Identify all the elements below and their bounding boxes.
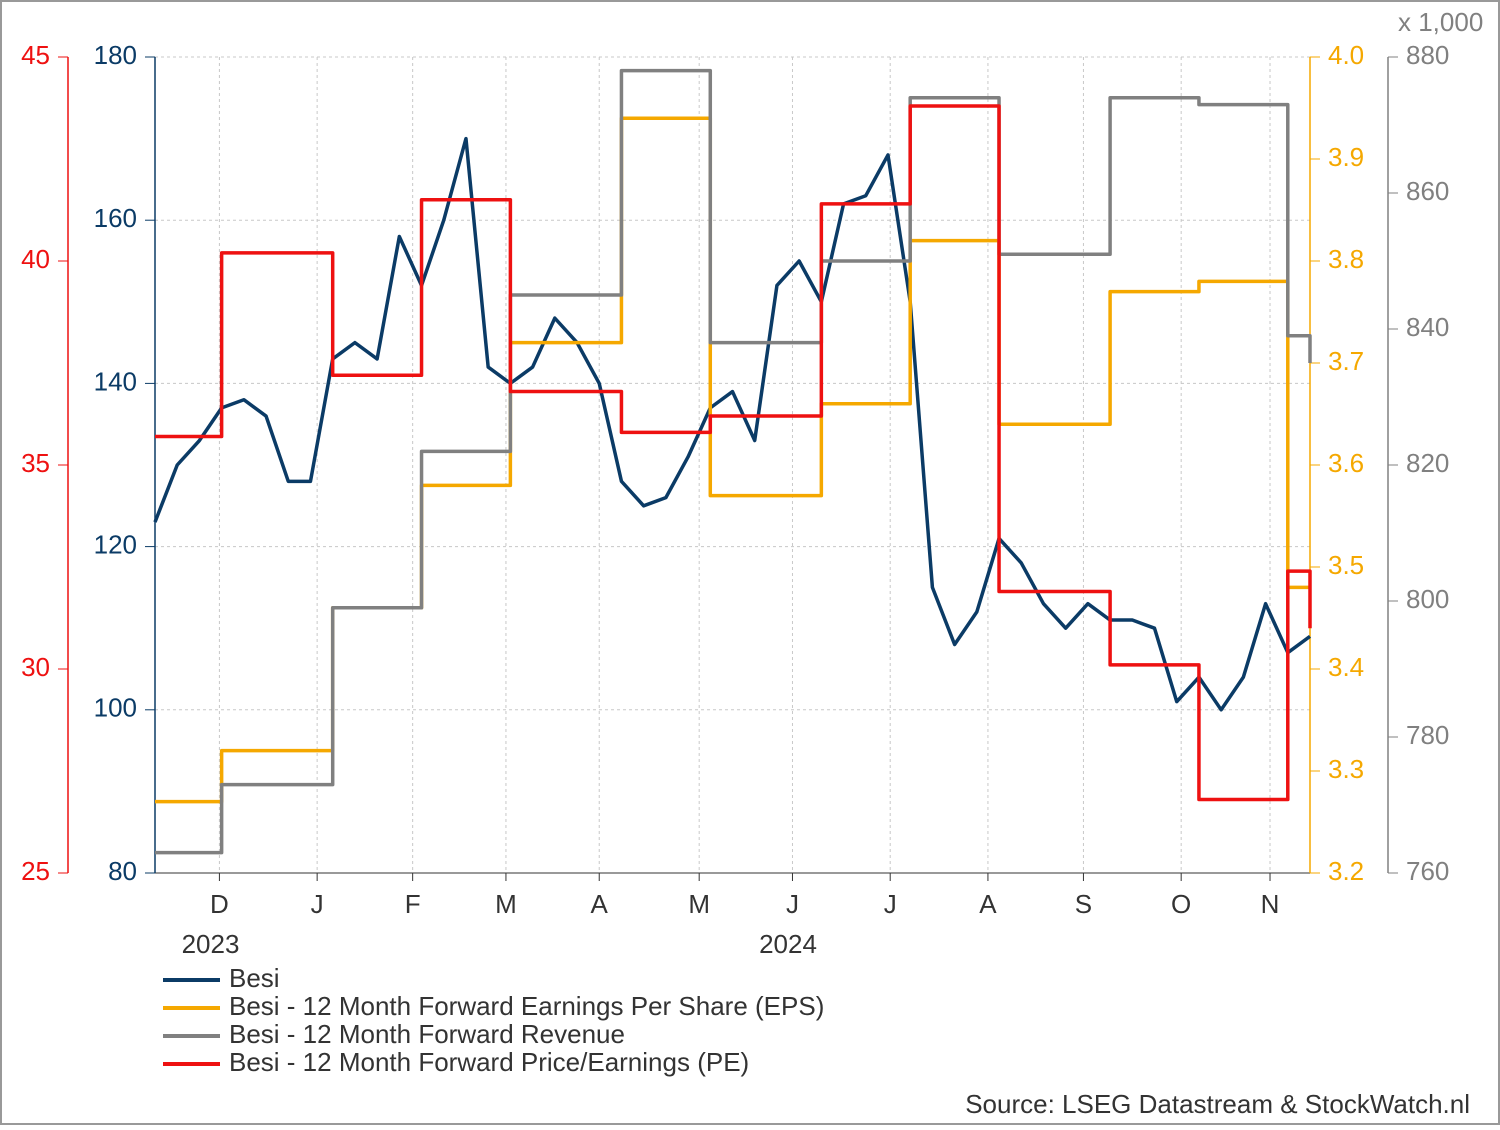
y-tick-label: 820 bbox=[1406, 448, 1449, 478]
x-group-label: 2024 bbox=[759, 929, 817, 959]
y-tick-label: 3.5 bbox=[1328, 550, 1364, 580]
y-tick-label: 25 bbox=[21, 856, 50, 886]
y-tick-label: 160 bbox=[94, 203, 137, 233]
y-tick-label: 180 bbox=[94, 40, 137, 70]
x-tick-label: N bbox=[1261, 889, 1280, 919]
series-line bbox=[155, 68, 1312, 855]
y-tick-label: 40 bbox=[21, 244, 50, 274]
legend-label: Besi bbox=[229, 963, 280, 993]
x-tick-label: J bbox=[786, 889, 799, 919]
x-tick-label: O bbox=[1171, 889, 1191, 919]
y-tick-label: 3.7 bbox=[1328, 346, 1364, 376]
y-tick-label: 3.3 bbox=[1328, 754, 1364, 784]
x-tick-label: J bbox=[311, 889, 324, 919]
legend-label: Besi - 12 Month Forward Earnings Per Sha… bbox=[229, 991, 824, 1021]
y-tick-label: 140 bbox=[94, 366, 137, 396]
y-tick-label: 840 bbox=[1406, 312, 1449, 342]
y-tick-label: 800 bbox=[1406, 584, 1449, 614]
series-line bbox=[153, 136, 1312, 712]
y-tick-label: 35 bbox=[21, 448, 50, 478]
series-line bbox=[155, 104, 1312, 802]
y-tick-label: 100 bbox=[94, 693, 137, 723]
y-tick-label: 45 bbox=[21, 40, 50, 70]
x-tick-label: J bbox=[884, 889, 897, 919]
y-tick-label: 880 bbox=[1406, 40, 1449, 70]
x-tick-label: D bbox=[210, 889, 229, 919]
x-tick-label: A bbox=[591, 889, 609, 919]
x-tick-label: M bbox=[495, 889, 517, 919]
y-tick-label: 30 bbox=[21, 652, 50, 682]
x-tick-label: A bbox=[979, 889, 997, 919]
y-tick-label: 860 bbox=[1406, 176, 1449, 206]
y-tick-label: 760 bbox=[1406, 856, 1449, 886]
x-tick-label: S bbox=[1075, 889, 1092, 919]
y-tick-label: 3.6 bbox=[1328, 448, 1364, 478]
legend-label: Besi - 12 Month Forward Price/Earnings (… bbox=[229, 1047, 749, 1077]
y-tick-label: 3.8 bbox=[1328, 244, 1364, 274]
y-tick-label: 3.4 bbox=[1328, 652, 1364, 682]
x-group-label: 2023 bbox=[182, 929, 240, 959]
y-tick-label: 120 bbox=[94, 529, 137, 559]
legend-label: Besi - 12 Month Forward Revenue bbox=[229, 1019, 625, 1049]
y-axis-unit: x 1,000 bbox=[1398, 7, 1483, 37]
y-tick-label: 80 bbox=[108, 856, 137, 886]
x-tick-label: F bbox=[405, 889, 421, 919]
y-tick-label: 3.2 bbox=[1328, 856, 1364, 886]
source: Source: LSEG Datastream & StockWatch.nl bbox=[965, 1089, 1470, 1119]
y-tick-label: 4.0 bbox=[1328, 40, 1364, 70]
x-tick-label: M bbox=[688, 889, 710, 919]
y-tick-label: 3.9 bbox=[1328, 142, 1364, 172]
y-tick-label: 780 bbox=[1406, 720, 1449, 750]
